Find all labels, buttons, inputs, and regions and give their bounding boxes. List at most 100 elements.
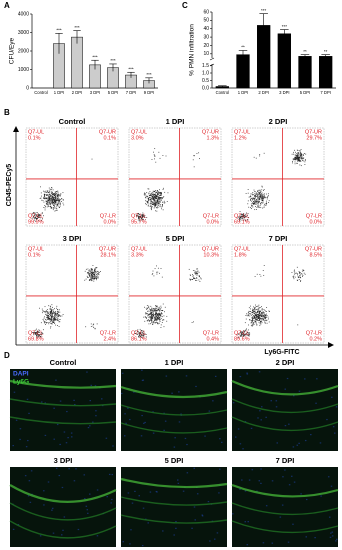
flow-event [54,197,56,199]
flow-event [256,306,257,308]
micro-nucleus [265,416,267,418]
quadrant-name: Q7-LR [203,213,219,219]
micro-nucleus [209,540,211,542]
flow-event [149,196,151,198]
flow-event [90,271,91,273]
flow-y-label: CD45-PECy5 [6,164,13,207]
flow-event [84,270,86,272]
flow-event [262,202,264,204]
micro-nucleus [271,542,274,544]
micro-nucleus [316,378,318,380]
flow-event [164,191,166,193]
flow-event [252,194,253,196]
flow-event [149,309,151,311]
flow-event [51,187,52,188]
flow-event [134,333,136,334]
flow-event [295,157,296,158]
flow-event [36,332,37,333]
flow-event [51,322,53,324]
flow-event [239,217,241,219]
flow-event [155,305,157,307]
flow-event [250,305,251,307]
flow-event [148,314,150,316]
panel-label: C [182,1,188,10]
flow-event [239,218,241,219]
flow-event [142,214,144,215]
micro-nucleus [87,512,89,514]
flow-event [44,321,45,322]
flow-event [150,201,152,203]
flow-event [195,271,197,273]
flow-event [39,334,41,336]
flow-event [151,196,153,197]
flow-event [267,193,269,195]
micro-nucleus [155,490,158,493]
micro-nucleus [87,426,90,429]
flow-event [251,316,253,318]
flow-event [96,273,97,275]
flow-event [55,191,57,193]
flow-event [31,217,33,219]
flow-event [145,307,147,309]
flow-event [253,310,255,312]
flow-title: 3 DPI [63,234,82,243]
flow-event [302,270,304,272]
flow-event [144,196,146,198]
flow-event [59,195,61,197]
flow-event [142,337,144,339]
micro-nucleus [244,490,247,492]
flow-event [94,271,96,272]
flow-event [40,336,42,338]
micro-nucleus [27,439,29,442]
flow-event [254,308,256,310]
flow-event [154,196,155,198]
flow-event [256,273,258,275]
flow-event [254,190,256,192]
flow-event [296,158,298,160]
flow-event [143,215,144,217]
flow-event [48,199,49,201]
flow-event [247,335,249,337]
flow-event [194,272,195,274]
flow-event [265,200,267,202]
micro-nucleus [25,446,28,448]
flow-event [159,314,161,316]
flow-event [155,310,156,312]
flow-event [98,272,100,274]
flow-event [139,332,141,334]
flow-event [151,206,153,208]
flow-event [57,198,59,199]
micro-nucleus [326,418,328,421]
flow-event [153,203,155,204]
micro-nucleus [55,467,58,469]
flow-event [51,317,53,319]
flow-event [150,313,152,315]
flow-event [52,202,54,203]
flow-event [94,278,95,280]
flow-event [51,314,53,316]
flow-event [255,311,257,313]
flow-event [57,195,59,197]
micro-nucleus [130,529,132,531]
flow-event [252,319,254,321]
flow-event [145,195,147,197]
flow-event [241,331,243,333]
flow-event [33,216,34,217]
micro-nucleus [176,479,179,481]
flow-event [53,320,55,321]
flow-event [241,215,243,217]
flow-event [54,322,56,324]
flow-event [55,203,57,205]
flow-event [46,315,48,317]
flow-event [51,192,53,194]
flow-event [50,207,52,209]
micro-nucleus [29,501,32,503]
flow-event [264,322,266,324]
flow-event [148,197,150,199]
flow-event [297,277,299,279]
flow-event [158,194,160,196]
flow-event [155,311,157,313]
micro-nucleus [335,406,338,408]
flow-event [262,200,263,201]
flow-event [151,308,153,309]
